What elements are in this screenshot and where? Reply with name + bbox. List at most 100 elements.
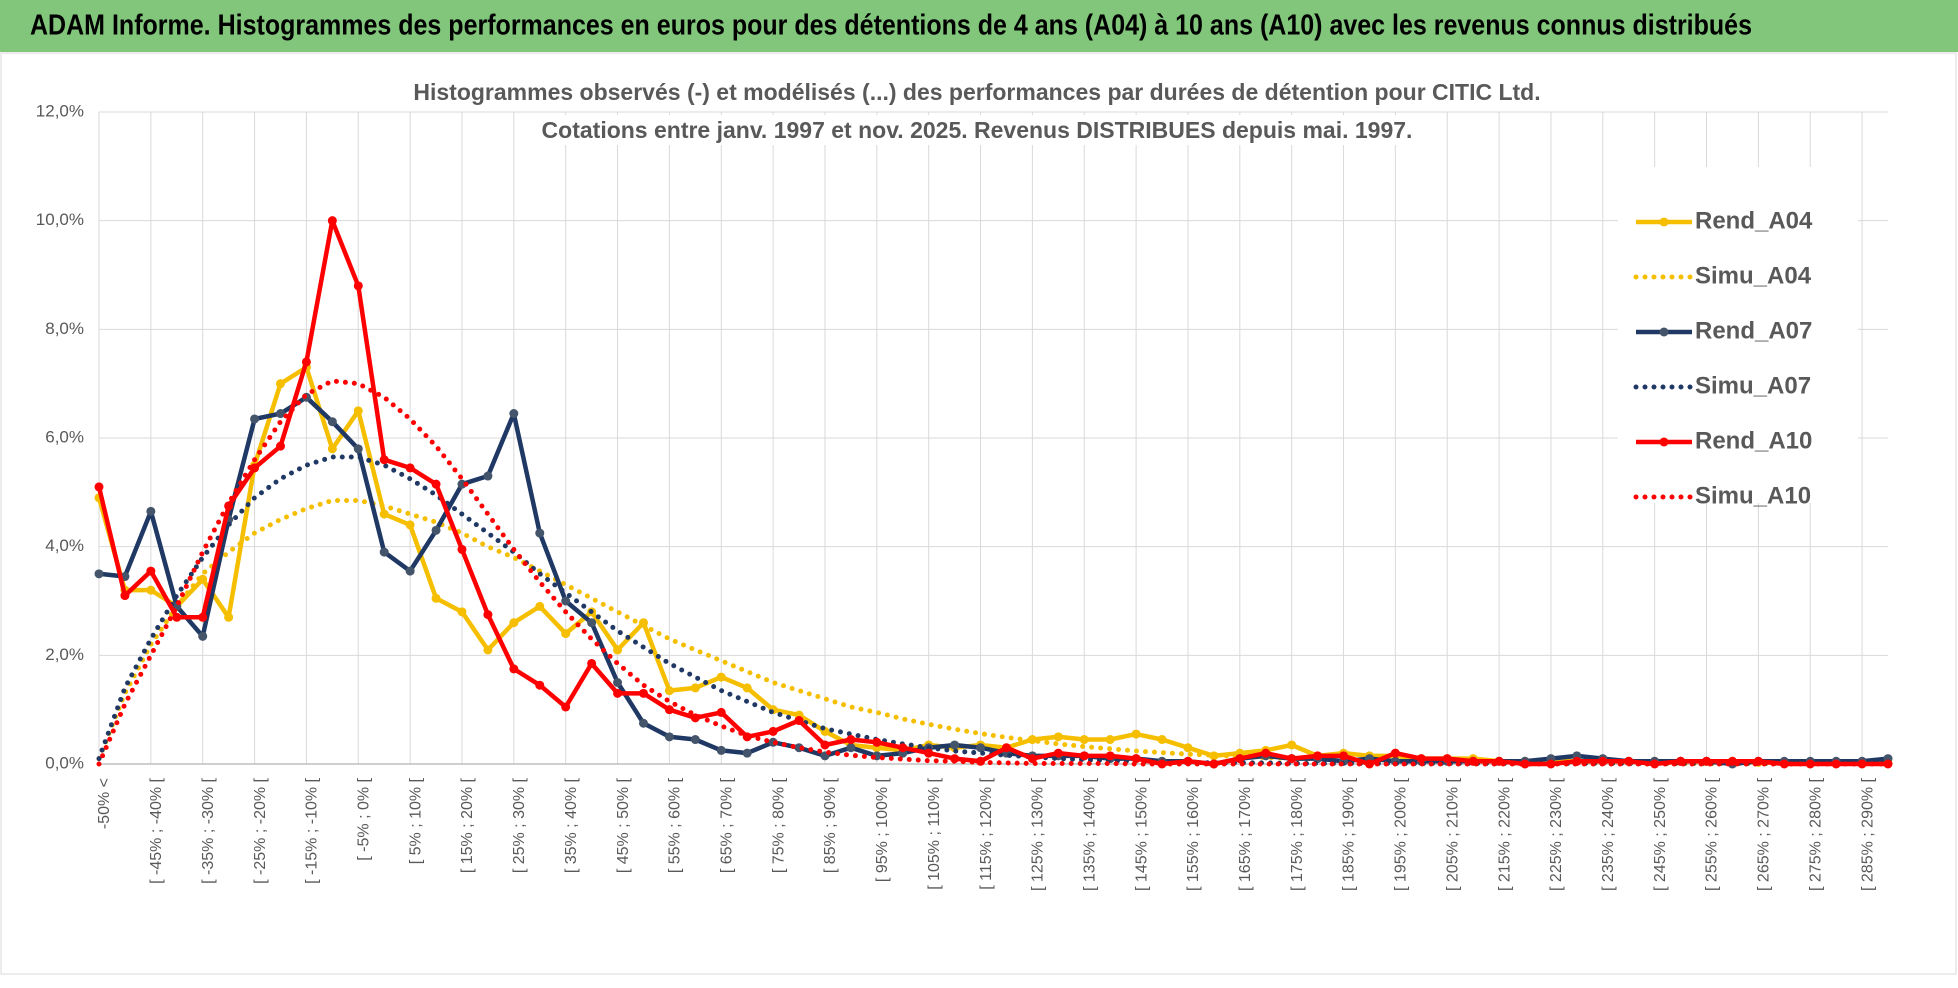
point-marker bbox=[405, 520, 415, 530]
x-tick-label: [ 15% ; 20% [ bbox=[459, 777, 476, 873]
y-tick-label: 0,0% bbox=[45, 753, 84, 772]
point-marker bbox=[509, 618, 519, 628]
point-marker bbox=[535, 601, 545, 611]
point-marker bbox=[950, 740, 960, 750]
x-tick-label: [ 35% ; 40% [ bbox=[563, 777, 580, 873]
y-tick-label: 10,0% bbox=[36, 210, 84, 229]
point-marker bbox=[664, 686, 674, 696]
point-marker bbox=[613, 688, 623, 698]
x-tick-label: [ 275% ; 280% [ bbox=[1807, 777, 1824, 891]
legend-label: Simu_A07 bbox=[1695, 372, 1811, 399]
y-tick-label: 12,0% bbox=[36, 101, 84, 120]
point-marker bbox=[924, 748, 934, 758]
point-marker bbox=[431, 479, 441, 489]
legend-label: Simu_A10 bbox=[1695, 482, 1811, 509]
y-tick-label: 2,0% bbox=[45, 645, 84, 664]
y-tick-label: 4,0% bbox=[45, 536, 84, 555]
x-tick-label: [ 175% ; 180% [ bbox=[1289, 777, 1306, 891]
point-marker bbox=[1235, 754, 1245, 764]
point-marker bbox=[1131, 754, 1141, 764]
point-marker bbox=[457, 607, 467, 617]
header-bar bbox=[0, 0, 1958, 52]
point-marker bbox=[846, 743, 856, 753]
point-marker bbox=[535, 528, 545, 538]
x-tick-label: [ 55% ; 60% [ bbox=[667, 777, 684, 873]
point-marker bbox=[1183, 743, 1193, 753]
point-marker bbox=[94, 482, 104, 492]
point-marker bbox=[146, 566, 156, 576]
point-marker bbox=[664, 732, 674, 742]
point-marker bbox=[1313, 751, 1323, 761]
x-tick-label: [ -15% ; -10% [ bbox=[304, 777, 321, 883]
point-marker bbox=[561, 596, 571, 606]
x-tick-label: [ 195% ; 200% [ bbox=[1393, 777, 1410, 891]
point-marker bbox=[353, 406, 363, 416]
point-marker bbox=[1287, 740, 1297, 750]
x-tick-label: [ 155% ; 160% [ bbox=[1185, 777, 1202, 891]
point-marker bbox=[457, 544, 467, 554]
legend-marker bbox=[1659, 327, 1669, 337]
point-marker bbox=[379, 455, 389, 465]
y-tick-label: 8,0% bbox=[45, 319, 84, 338]
x-tick-label: [ 255% ; 260% [ bbox=[1704, 777, 1721, 891]
legend-label: Rend_A04 bbox=[1695, 207, 1813, 234]
point-marker bbox=[1416, 754, 1426, 764]
point-marker bbox=[509, 664, 519, 674]
chart-subtitle: Cotations entre janv. 1997 et nov. 2025.… bbox=[542, 117, 1413, 143]
point-marker bbox=[587, 618, 597, 628]
x-tick-label: [ 95% ; 100% [ bbox=[874, 777, 891, 882]
point-marker bbox=[716, 745, 726, 755]
point-marker bbox=[379, 509, 389, 519]
point-marker bbox=[1261, 748, 1271, 758]
point-marker bbox=[613, 678, 623, 687]
point-marker bbox=[1131, 729, 1141, 739]
point-marker bbox=[250, 414, 260, 424]
point-marker bbox=[327, 444, 337, 454]
point-marker bbox=[250, 463, 260, 473]
point-marker bbox=[1027, 754, 1037, 764]
point-marker bbox=[1105, 751, 1115, 761]
x-tick-label: [ 65% ; 70% [ bbox=[718, 777, 735, 873]
point-marker bbox=[716, 672, 726, 682]
title-background bbox=[407, 77, 1547, 108]
point-marker bbox=[1287, 754, 1297, 764]
point-marker bbox=[561, 629, 571, 639]
point-marker bbox=[898, 743, 908, 753]
point-marker bbox=[820, 740, 830, 750]
x-tick-label: [ 205% ; 210% [ bbox=[1444, 777, 1461, 891]
x-tick-label: [ 245% ; 250% [ bbox=[1652, 777, 1669, 891]
x-tick-label: [ -25% ; -20% [ bbox=[252, 777, 269, 883]
series-line bbox=[98, 395, 1889, 767]
x-tick-label: -50% < bbox=[96, 778, 113, 829]
point-marker bbox=[94, 569, 104, 579]
point-marker bbox=[379, 547, 389, 557]
x-tick-label: [ 25% ; 30% [ bbox=[511, 777, 528, 873]
point-marker bbox=[846, 735, 856, 745]
chart-title: Histogrammes observés (-) et modélisés (… bbox=[413, 79, 1540, 105]
point-marker bbox=[742, 748, 752, 758]
point-marker bbox=[690, 683, 700, 693]
point-marker bbox=[613, 645, 623, 655]
x-tick-label: [ 5% ; 10% [ bbox=[407, 777, 424, 864]
x-tick-label: [ 125% ; 130% [ bbox=[1030, 777, 1047, 891]
point-marker bbox=[1520, 759, 1530, 769]
point-marker bbox=[431, 593, 441, 603]
legend-marker bbox=[1659, 437, 1669, 447]
point-marker bbox=[353, 444, 363, 454]
point-marker bbox=[1079, 735, 1089, 745]
point-marker bbox=[1442, 754, 1452, 764]
point-marker bbox=[275, 409, 285, 419]
title-background bbox=[535, 115, 1419, 146]
point-marker bbox=[742, 683, 752, 693]
x-tick-label: [ 265% ; 270% [ bbox=[1756, 777, 1773, 891]
x-tick-label: [ 185% ; 190% [ bbox=[1341, 777, 1358, 891]
point-marker bbox=[1001, 743, 1011, 753]
point-marker bbox=[405, 463, 415, 473]
x-tick-label: [ 235% ; 240% [ bbox=[1600, 777, 1617, 891]
point-marker bbox=[1105, 735, 1115, 745]
point-marker bbox=[872, 737, 882, 747]
series-line bbox=[96, 498, 1891, 766]
x-tick-label: [ 285% ; 290% [ bbox=[1859, 777, 1876, 891]
point-marker bbox=[327, 216, 337, 226]
